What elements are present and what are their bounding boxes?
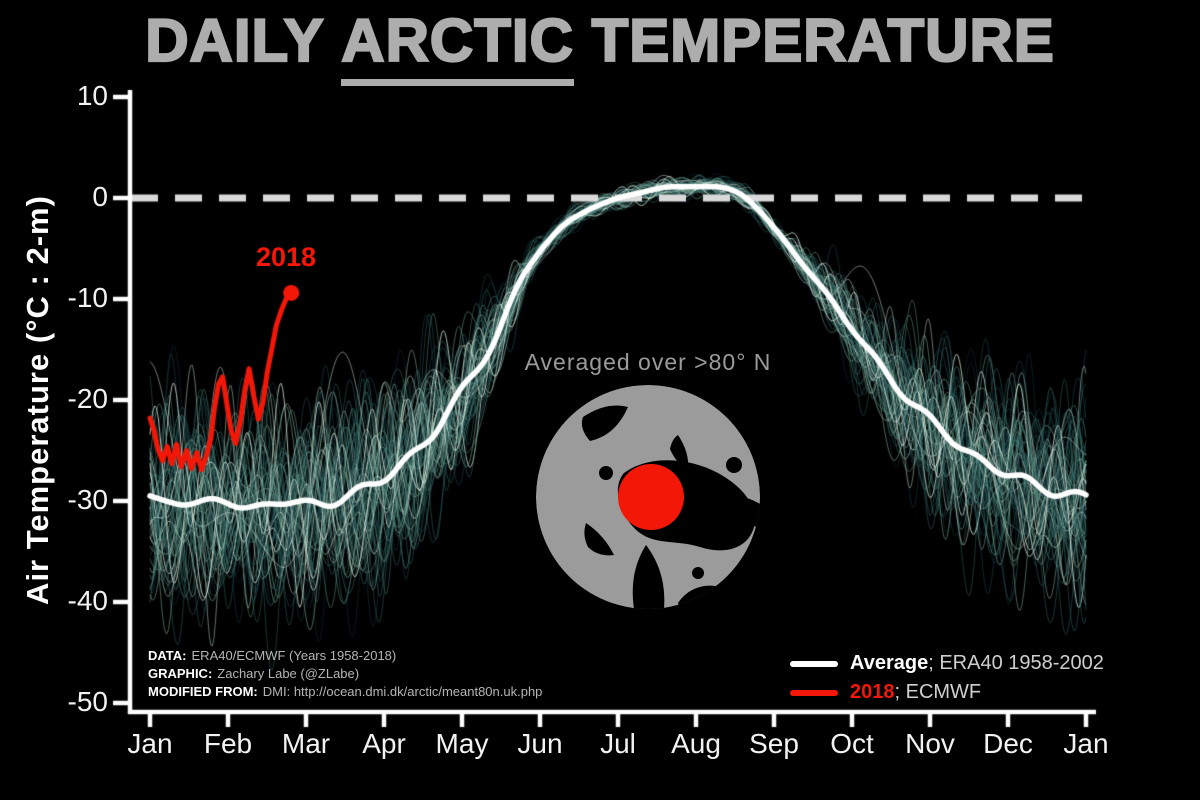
legend-2018: 2018; ECMWF	[790, 681, 981, 704]
credit-graphic-line: GRAPHIC: Zachary Labe (@ZLabe)	[148, 666, 359, 681]
legend-average: Average; ERA40 1958-2002	[790, 652, 1104, 675]
credit-source-label: MODIFIED FROM:	[148, 684, 258, 699]
title-post: TEMPERATURE	[573, 6, 1055, 75]
x-tick-label: Jul	[600, 728, 636, 759]
x-tick-label: Dec	[983, 728, 1033, 759]
x-tick-label: May	[435, 728, 489, 759]
legend-2018-label: 2018	[850, 681, 895, 703]
credit-data-text: ERA40/ECMWF (Years 1958-2018)	[191, 648, 397, 663]
y-tick-label: -40	[67, 585, 108, 616]
map-caption: Averaged over >80° N	[524, 349, 772, 375]
arctic-map	[528, 377, 768, 617]
x-tick-label: Jun	[517, 728, 563, 759]
x-tick-label: Oct	[830, 728, 874, 759]
title-arctic-underlined: ARCTIC	[340, 6, 574, 86]
y-tick-label: -50	[67, 686, 108, 717]
x-tick-label: Jan	[127, 728, 173, 759]
legend-average-label: Average	[850, 652, 929, 674]
y-tick-label: 0	[92, 181, 108, 212]
credit-data-line: DATA: ERA40/ECMWF (Years 1958-2018)	[148, 648, 396, 663]
y-tick-label: -10	[67, 282, 108, 313]
legend-average-rest: ; ERA40 1958-2002	[928, 652, 1104, 674]
series-label-2018: 2018	[255, 242, 317, 272]
x-tick-label: Jan	[1063, 728, 1109, 759]
credit-source-text: DMI: http://ocean.dmi.dk/arctic/meant80n…	[262, 684, 543, 699]
page-title: DAILY ARCTIC TEMPERATURE	[0, 6, 1200, 86]
x-tick-label: Mar	[281, 728, 331, 759]
title-pre: DAILY	[144, 6, 342, 75]
credit-graphic-text: Zachary Labe (@ZLabe)	[217, 666, 360, 681]
x-tick-label: Sep	[749, 728, 799, 759]
y-tick-label: 10	[76, 80, 108, 111]
legend-2018-rest: ; ECMWF	[894, 681, 982, 703]
legend-2018-swatch	[790, 689, 838, 696]
pole-marker-red-circle	[618, 464, 684, 530]
x-tick-label: Feb	[203, 728, 253, 759]
legend-average-swatch	[790, 660, 838, 667]
x-tick-label: Aug	[671, 728, 721, 759]
y-tick-label: -20	[67, 383, 108, 414]
y-tick-label: -30	[67, 484, 108, 515]
credit-graphic-label: GRAPHIC:	[148, 666, 213, 681]
credit-data-label: DATA:	[148, 648, 187, 663]
credit-source-line: MODIFIED FROM: DMI: http://ocean.dmi.dk/a…	[148, 684, 542, 699]
x-tick-label: Nov	[905, 728, 955, 759]
x-tick-label: Apr	[362, 728, 406, 759]
arctic-map-svg	[536, 385, 760, 609]
